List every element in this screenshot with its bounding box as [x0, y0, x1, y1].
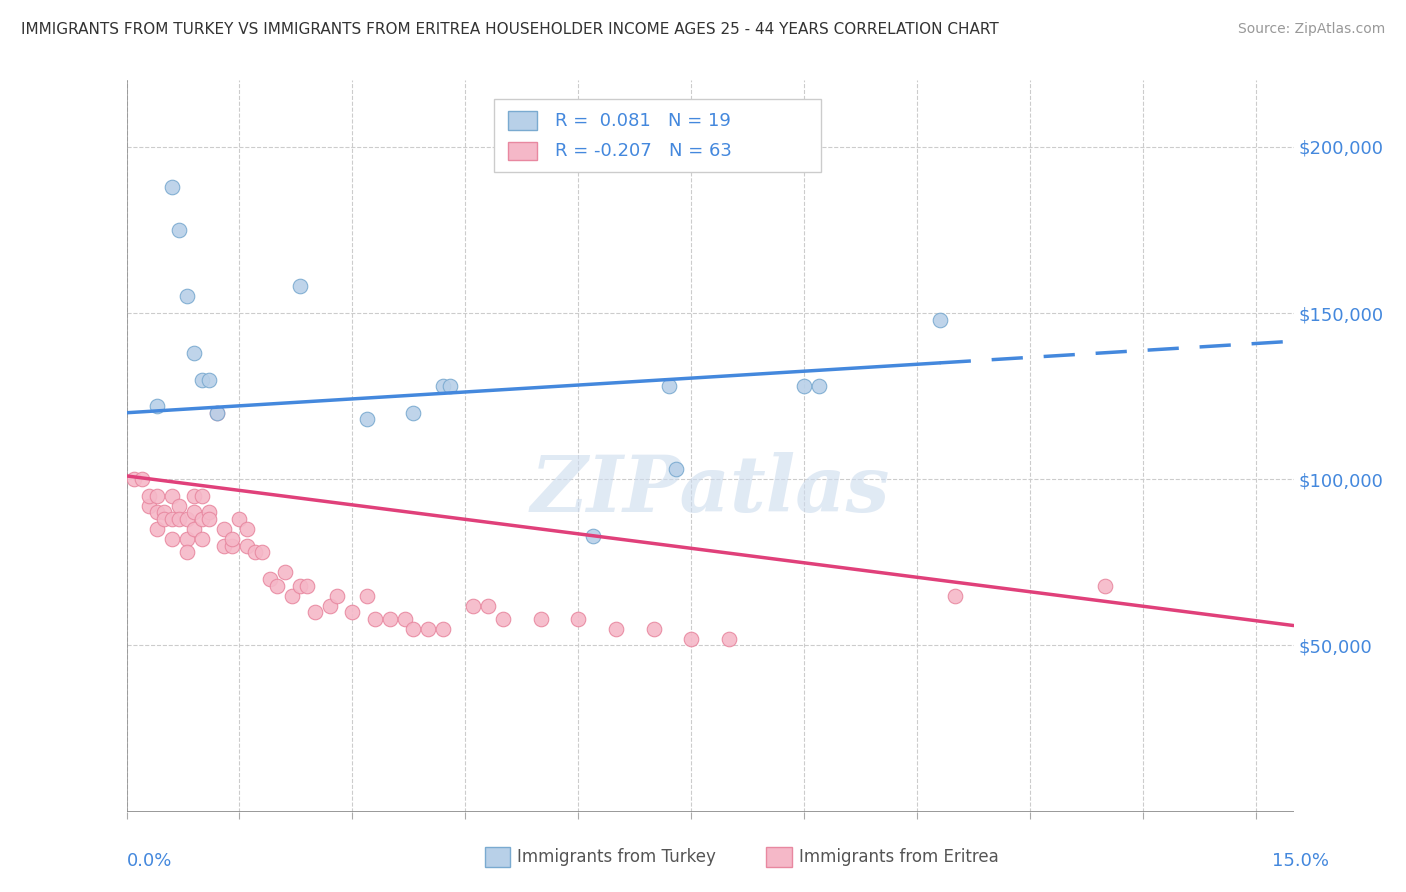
Text: Immigrants from Eritrea: Immigrants from Eritrea — [799, 848, 998, 866]
FancyBboxPatch shape — [508, 142, 537, 161]
Point — [160, 512, 183, 526]
Point — [191, 372, 214, 386]
Point — [356, 589, 378, 603]
Point — [288, 579, 311, 593]
Point — [138, 499, 160, 513]
Point — [167, 223, 190, 237]
Point — [416, 622, 439, 636]
Point — [356, 412, 378, 426]
Point — [145, 399, 167, 413]
Point — [943, 589, 966, 603]
Point — [153, 512, 176, 526]
Point — [530, 612, 553, 626]
Point — [364, 612, 387, 626]
Point — [439, 379, 461, 393]
Point — [236, 539, 259, 553]
Point — [198, 506, 221, 520]
Point — [288, 279, 311, 293]
Point — [131, 472, 153, 486]
Point — [191, 512, 214, 526]
Point — [928, 312, 950, 326]
Point — [250, 545, 273, 559]
Point — [326, 589, 349, 603]
Point — [658, 379, 681, 393]
Point — [221, 539, 243, 553]
Text: 15.0%: 15.0% — [1271, 852, 1329, 870]
Point — [160, 179, 183, 194]
Point — [808, 379, 831, 393]
Point — [167, 499, 190, 513]
Point — [176, 532, 198, 546]
Point — [394, 612, 416, 626]
Point — [643, 622, 665, 636]
FancyBboxPatch shape — [508, 112, 537, 129]
FancyBboxPatch shape — [494, 99, 821, 171]
Point — [273, 566, 295, 580]
Point — [145, 506, 167, 520]
Point — [183, 506, 205, 520]
Text: R = -0.207   N = 63: R = -0.207 N = 63 — [555, 142, 731, 161]
Point — [145, 489, 167, 503]
Point — [183, 522, 205, 536]
Point — [191, 532, 214, 546]
Point — [605, 622, 627, 636]
Point — [160, 532, 183, 546]
Point — [122, 472, 145, 486]
Point — [582, 529, 605, 543]
Point — [176, 512, 198, 526]
Point — [378, 612, 401, 626]
Point — [401, 406, 423, 420]
Point — [297, 579, 319, 593]
Point — [477, 599, 499, 613]
Point — [221, 532, 243, 546]
Point — [160, 489, 183, 503]
Point — [665, 462, 688, 476]
Point — [259, 572, 281, 586]
Point — [492, 612, 515, 626]
Point — [281, 589, 304, 603]
Point — [183, 346, 205, 360]
Text: Source: ZipAtlas.com: Source: ZipAtlas.com — [1237, 22, 1385, 37]
Point — [236, 522, 259, 536]
Point — [205, 406, 228, 420]
Text: ZIPatlas: ZIPatlas — [530, 451, 890, 528]
Point — [198, 512, 221, 526]
Point — [138, 489, 160, 503]
Point — [432, 379, 454, 393]
Point — [342, 605, 364, 619]
Point — [205, 406, 228, 420]
Point — [681, 632, 703, 646]
Point — [717, 632, 740, 646]
Text: Immigrants from Turkey: Immigrants from Turkey — [517, 848, 716, 866]
Text: R =  0.081   N = 19: R = 0.081 N = 19 — [555, 112, 731, 129]
Point — [401, 622, 423, 636]
Point — [214, 539, 236, 553]
Point — [214, 522, 236, 536]
Point — [432, 622, 454, 636]
Point — [153, 506, 176, 520]
Point — [793, 379, 815, 393]
Point — [461, 599, 484, 613]
Point — [191, 489, 214, 503]
Point — [1094, 579, 1116, 593]
Text: IMMIGRANTS FROM TURKEY VS IMMIGRANTS FROM ERITREA HOUSEHOLDER INCOME AGES 25 - 4: IMMIGRANTS FROM TURKEY VS IMMIGRANTS FRO… — [21, 22, 998, 37]
Point — [145, 522, 167, 536]
Text: 0.0%: 0.0% — [127, 852, 172, 870]
Point — [266, 579, 288, 593]
Point — [319, 599, 342, 613]
Point — [167, 512, 190, 526]
Point — [176, 545, 198, 559]
Point — [243, 545, 266, 559]
Point — [304, 605, 326, 619]
Point — [228, 512, 250, 526]
Point — [176, 289, 198, 303]
Point — [198, 372, 221, 386]
Point — [183, 489, 205, 503]
Point — [567, 612, 589, 626]
